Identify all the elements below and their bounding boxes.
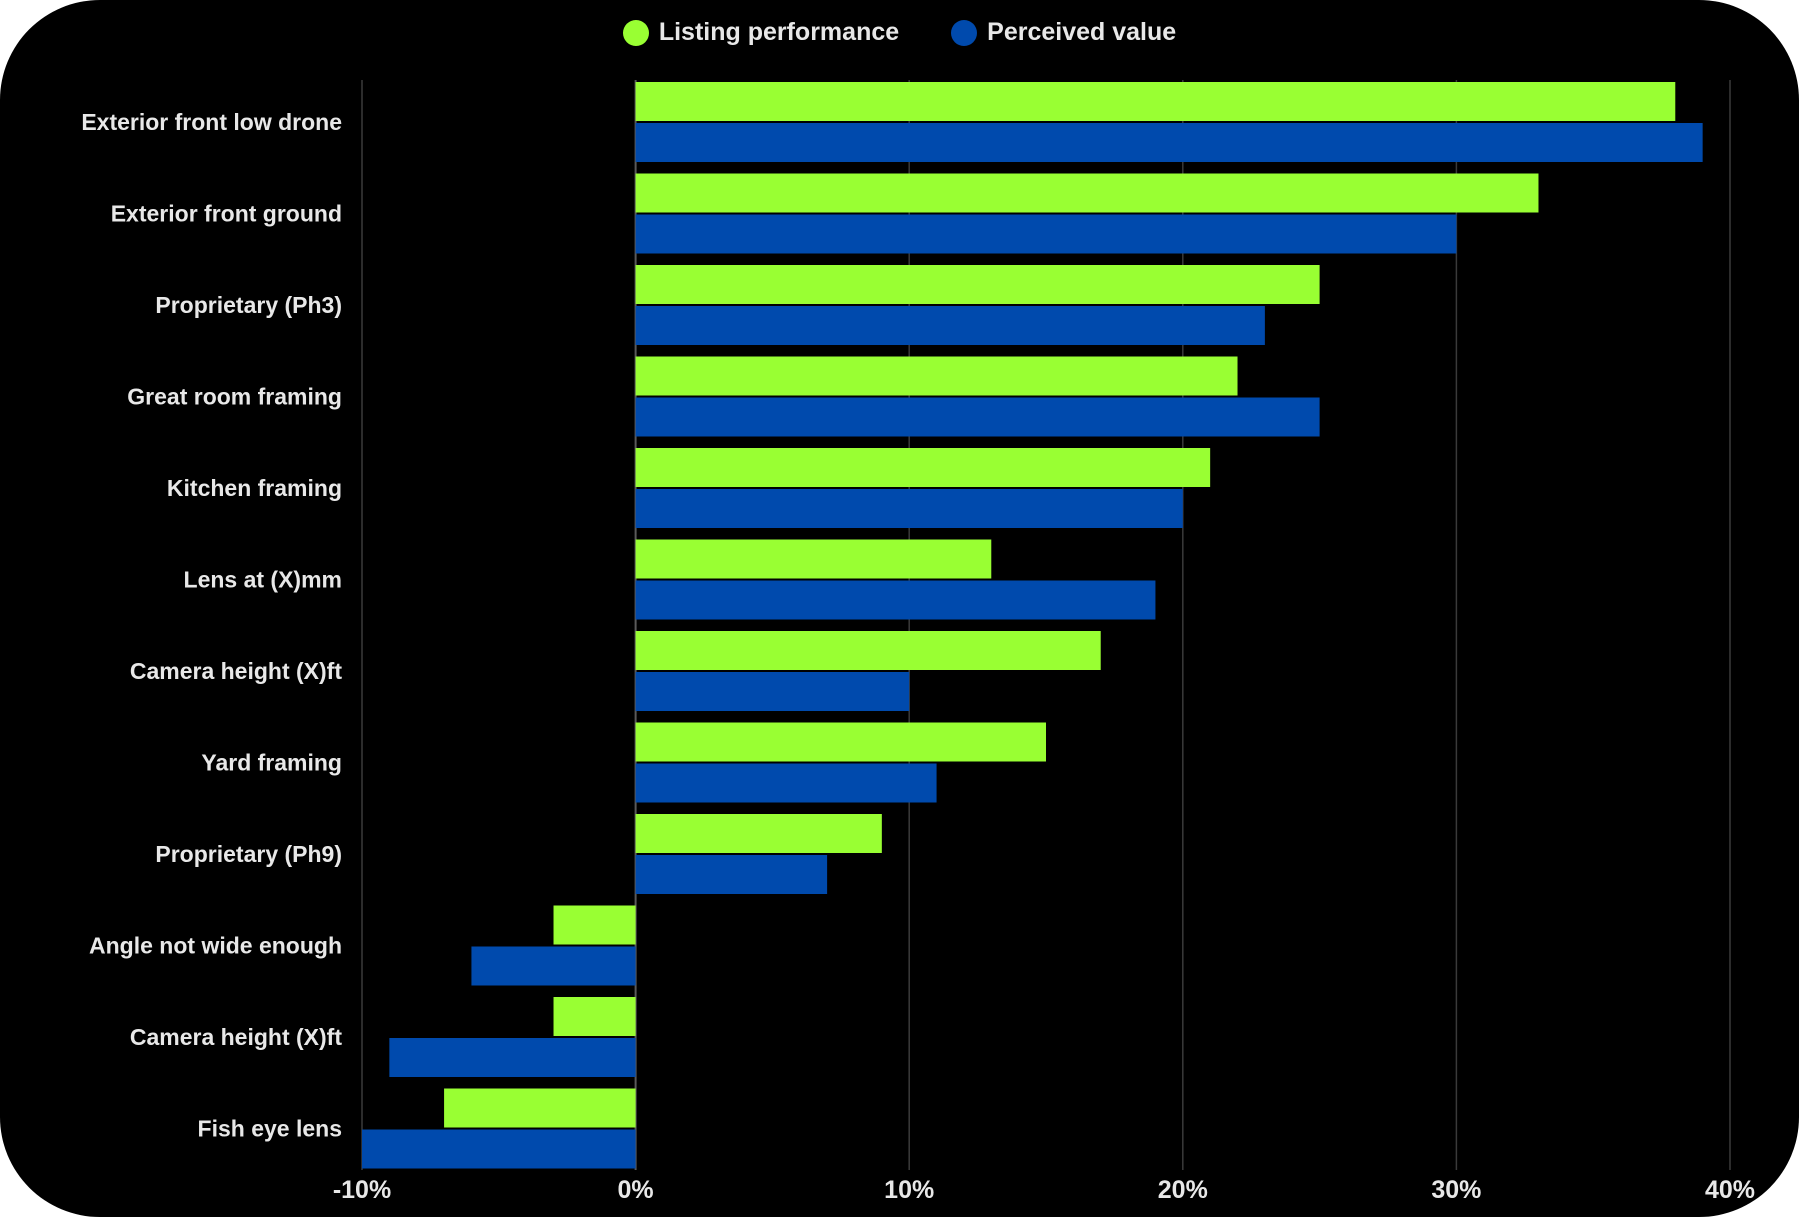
category-label-8: Yard framing: [201, 750, 342, 776]
bar-perceived-value-6: [635, 580, 1156, 620]
category-label-12: Fish eye lens: [198, 1116, 342, 1142]
legend: Listing performance Perceived value: [0, 18, 1799, 47]
bar-listing-performance-12: [444, 1088, 636, 1128]
legend-swatch-listing-performance: [622, 19, 649, 46]
legend-item-perceived-value: Perceived value: [951, 18, 1176, 47]
x-tick-label-30: 30%: [1431, 1176, 1481, 1204]
x-tick-label-10: 10%: [884, 1176, 934, 1204]
category-label-2: Exterior front ground: [111, 201, 342, 227]
bar-perceived-value-3: [635, 306, 1265, 345]
bar-perceived-value-4: [635, 397, 1320, 437]
bar-perceived-value-7: [635, 672, 910, 711]
legend-swatch-perceived-value: [951, 19, 978, 46]
bar-perceived-value-2: [635, 214, 1457, 254]
legend-item-listing-performance: Listing performance: [622, 18, 900, 47]
x-tick-label-0: 0%: [618, 1176, 654, 1204]
bar-listing-performance-3: [635, 265, 1320, 304]
category-label-9: Proprietary (Ph9): [155, 841, 342, 867]
bar-perceived-value-11: [389, 1038, 636, 1077]
category-label-1: Exterior front low drone: [81, 109, 342, 135]
bar-listing-performance-8: [635, 722, 1046, 762]
bar-perceived-value-8: [635, 763, 937, 803]
bar-perceived-value-5: [635, 489, 1183, 528]
bar-perceived-value-12: [362, 1129, 636, 1169]
bar-listing-performance-2: [635, 173, 1539, 213]
category-label-11: Camera height (X)ft: [130, 1024, 342, 1050]
category-label-5: Kitchen framing: [167, 475, 342, 501]
bar-listing-performance-11: [553, 997, 636, 1036]
bar-listing-performance-1: [635, 82, 1676, 121]
x-tick-label-40: 40%: [1705, 1176, 1755, 1204]
bar-perceived-value-10: [471, 946, 636, 986]
category-label-10: Angle not wide enough: [89, 933, 342, 959]
bar-perceived-value-1: [635, 123, 1703, 162]
bar-listing-performance-4: [635, 356, 1238, 396]
x-tick-label-20: 20%: [1158, 1176, 1208, 1204]
legend-label-listing-performance: Listing performance: [658, 18, 900, 46]
bar-listing-performance-9: [635, 814, 882, 853]
bar-listing-performance-5: [635, 448, 1211, 487]
x-tick-label-10: -10%: [333, 1176, 391, 1204]
bar-perceived-value-9: [635, 855, 828, 894]
bar-listing-performance-10: [553, 905, 636, 945]
category-label-3: Proprietary (Ph3): [155, 292, 342, 318]
bar-listing-performance-6: [635, 539, 992, 579]
bar-listing-performance-7: [635, 631, 1101, 670]
category-label-6: Lens at (X)mm: [184, 567, 342, 593]
category-label-4: Great room framing: [127, 384, 342, 410]
legend-label-perceived-value: Perceived value: [987, 18, 1177, 46]
category-label-7: Camera height (X)ft: [130, 658, 342, 684]
